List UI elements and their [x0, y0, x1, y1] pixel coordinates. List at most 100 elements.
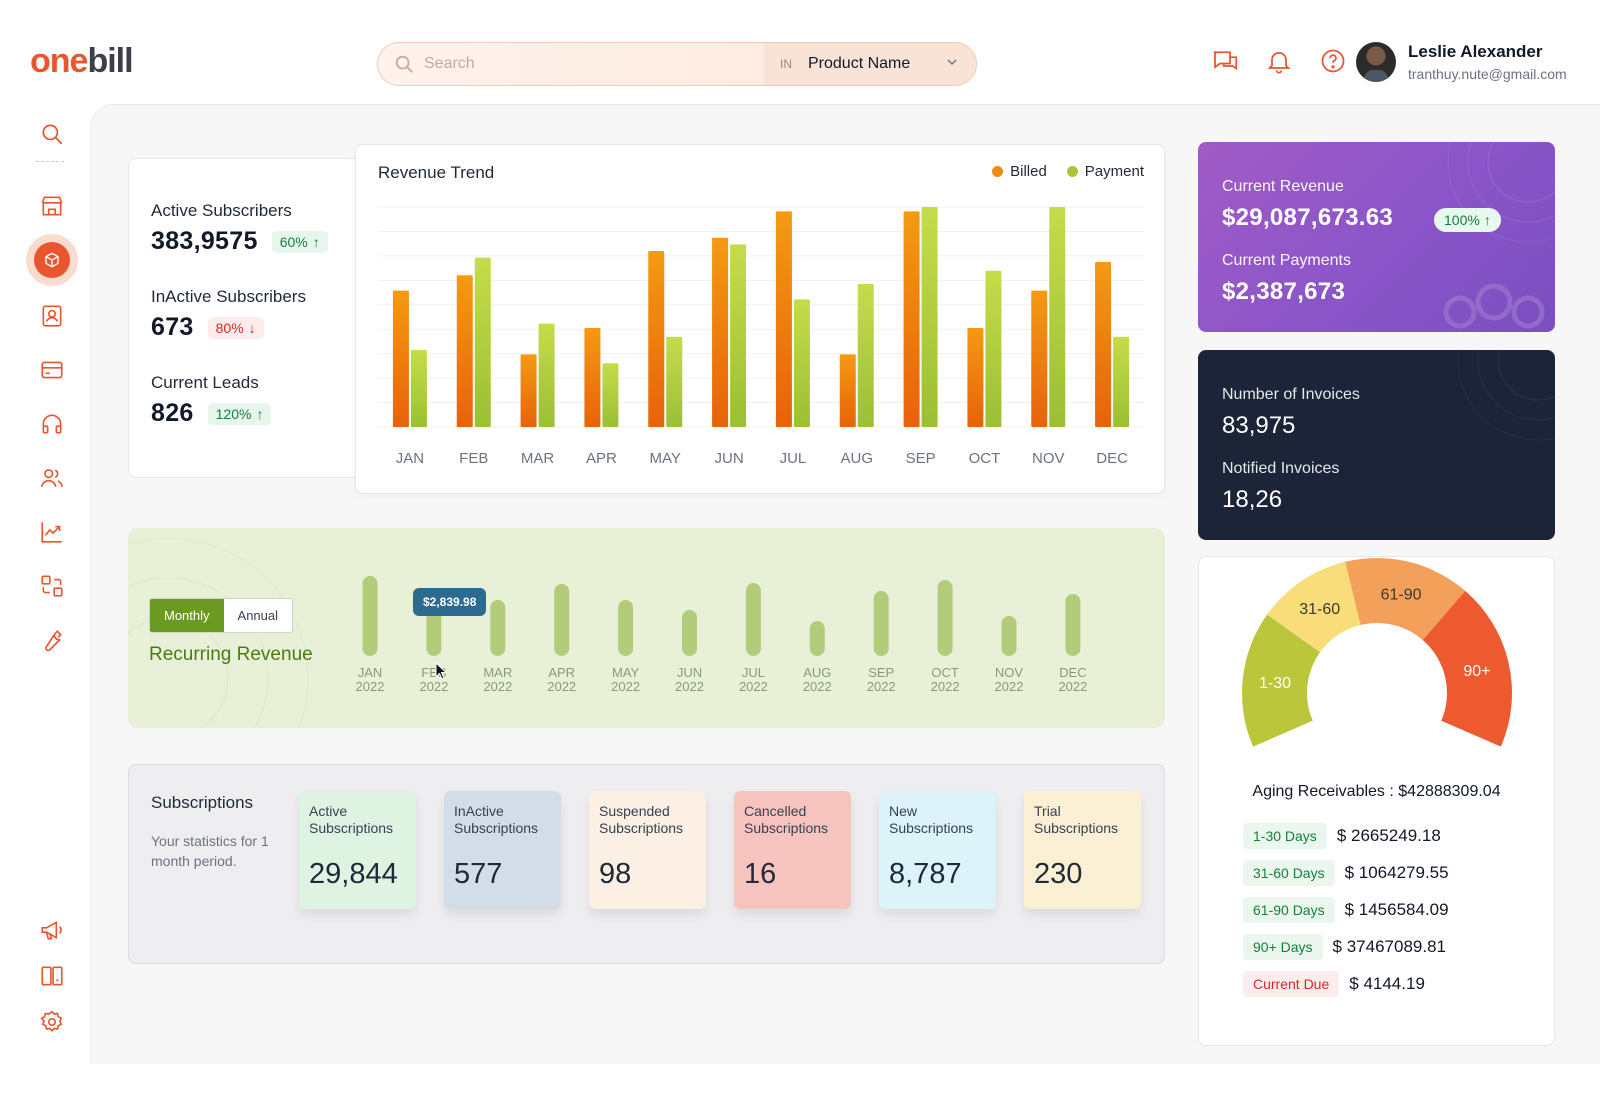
x-tick-label: JUL [742, 665, 765, 680]
bar-payment-nov [1049, 207, 1066, 427]
tile-label: Cancelled Subscriptions [744, 803, 829, 836]
avatar[interactable] [1356, 42, 1396, 82]
legend-payment[interactable]: Payment [1066, 163, 1144, 180]
sidebar-billing-icon[interactable] [26, 344, 78, 396]
sidebar-divider [36, 161, 64, 162]
sidebar-devices-icon[interactable] [26, 950, 78, 1002]
subscription-tile[interactable]: InActive Subscriptions 577 [444, 791, 561, 909]
notified-invoices-value: 18,26 [1222, 486, 1283, 513]
aging-slice-label: 90+ [1463, 663, 1490, 680]
user-profile[interactable]: Leslie Alexander tranthuy.nute@gmail.com [1356, 42, 1567, 82]
sidebar-support-icon[interactable] [26, 398, 78, 450]
aging-bucket-tag: 61-90 Days [1243, 897, 1335, 923]
x-tick-year: 2022 [419, 679, 448, 694]
sidebar-analytics-icon[interactable] [26, 506, 78, 558]
subscription-tile[interactable]: New Subscriptions 8,787 [879, 791, 996, 909]
x-tick-year: 2022 [675, 679, 704, 694]
current-revenue-label: Current Revenue [1222, 178, 1344, 195]
brand-logo[interactable]: onebill [30, 42, 134, 80]
tile-value: 98 [599, 858, 632, 890]
aging-row: 90+ Days $ 37467089.81 [1243, 934, 1446, 960]
sidebar-store-icon[interactable] [26, 180, 78, 232]
help-icon[interactable] [1318, 46, 1348, 76]
aging-donut-chart: 1-30 31-60 61-90 90+ [1242, 558, 1512, 747]
x-tick-year: 2022 [483, 679, 512, 694]
scope-value: Product Name [808, 55, 911, 72]
bell-icon[interactable] [1264, 46, 1294, 76]
toggle-monthly[interactable]: Monthly [150, 599, 224, 632]
bar-billed-oct [967, 328, 984, 427]
subscription-tile[interactable]: Trial Subscriptions 230 [1024, 791, 1141, 909]
recurring-bar-mar [490, 600, 506, 656]
recurring-revenue-chart: JAN2022FEB2022MAR2022APR2022MAY2022JUN20… [356, 576, 1087, 694]
x-tick-year: 2022 [1058, 679, 1087, 694]
bar-billed-apr [584, 328, 601, 427]
aging-row: 61-90 Days $ 1456584.09 [1243, 897, 1449, 923]
search-scope-select[interactable]: IN Product Name [764, 43, 976, 85]
x-tick-label: JUL [780, 450, 807, 467]
subscription-tile[interactable]: Cancelled Subscriptions 16 [734, 791, 851, 909]
x-tick-label: OCT [969, 450, 1001, 467]
revenue-change-badge: 100% ↑ [1434, 208, 1501, 232]
recurring-bar-aug [809, 621, 825, 656]
x-tick-label: MAR [521, 450, 555, 467]
subscription-tile[interactable]: Suspended Subscriptions 98 [589, 791, 706, 909]
tile-value: 230 [1034, 858, 1083, 890]
aging-total: Aging Receivables : $42888309.04 [1252, 783, 1501, 800]
user-name: Leslie Alexander [1408, 42, 1543, 61]
bar-billed-dec [1095, 262, 1112, 427]
legend-billed[interactable]: Billed [992, 163, 1047, 180]
sidebar-settings-icon[interactable] [26, 996, 78, 1048]
bar-billed-feb [456, 275, 473, 427]
bar-billed-jun [712, 237, 729, 427]
sidebar-tools-icon[interactable] [26, 614, 78, 666]
search-icon [384, 43, 424, 85]
x-tick-label: SEP [868, 665, 894, 680]
x-tick-year: 2022 [867, 679, 896, 694]
bar-billed-nov [1031, 290, 1048, 427]
current-revenue-value: $29,087,673.63 [1222, 204, 1394, 231]
sidebar-contacts-icon[interactable] [26, 290, 78, 342]
x-tick-year: 2022 [356, 679, 385, 694]
aging-row: 1-30 Days $ 2665249.18 [1243, 823, 1441, 849]
sidebar-users-icon[interactable] [26, 452, 78, 504]
subscriptions-title: Subscriptions [151, 793, 254, 812]
bar-billed-sep [903, 211, 920, 427]
current-revenue-card: Current Revenue $29,087,673.63 100% ↑ Cur… [1198, 142, 1555, 332]
recurring-bar-jul [745, 583, 761, 656]
x-tick-year: 2022 [739, 679, 768, 694]
revenue-trend-title: Revenue Trend [378, 163, 495, 182]
tile-value: 29,844 [309, 858, 398, 890]
bar-payment-jun [730, 244, 747, 427]
chevron-down-icon [944, 54, 960, 75]
x-tick-label: JAN [396, 450, 424, 467]
bar-billed-mar [520, 354, 537, 427]
aging-amount: $ 37467089.81 [1332, 937, 1446, 956]
bar-payment-apr [602, 363, 619, 427]
recurring-bar-sep [873, 591, 889, 656]
sidebar-products-icon[interactable] [26, 234, 78, 286]
aging-bucket-tag: 90+ Days [1243, 934, 1323, 960]
tile-label: Active Subscriptions [309, 803, 394, 836]
aging-slice-31-60 [1267, 561, 1361, 653]
recurring-bar-nov [1001, 616, 1017, 656]
sidebar-integrations-icon[interactable] [26, 560, 78, 612]
aging-slice-label: 1-30 [1259, 675, 1291, 692]
aging-bucket-tag: Current Due [1243, 971, 1340, 997]
search-input[interactable] [424, 55, 754, 73]
recurring-bar-apr [554, 584, 570, 656]
aging-amount: $ 1064279.55 [1344, 863, 1449, 882]
chat-icon[interactable] [1210, 46, 1240, 76]
recurring-bar-may [618, 600, 634, 656]
toggle-annual[interactable]: Annual [237, 608, 279, 623]
sidebar-announce-icon[interactable] [26, 904, 78, 956]
sidebar-search-icon[interactable] [26, 108, 78, 160]
subscription-tile[interactable]: Active Subscriptions 29,844 [299, 791, 416, 909]
recurring-bar-jan [362, 576, 378, 656]
tile-value: 16 [744, 858, 777, 890]
user-email: tranthuy.nute@gmail.com [1408, 66, 1567, 82]
subscriber-kpis-card: Active Subscribers 383,9575 60% ↑ InActiv… [128, 158, 368, 478]
kpi-current-leads: Current Leads 826 120% ↑ [151, 373, 272, 428]
x-tick-label: NOV [1032, 450, 1065, 467]
recurring-bar-dec [1065, 594, 1081, 656]
